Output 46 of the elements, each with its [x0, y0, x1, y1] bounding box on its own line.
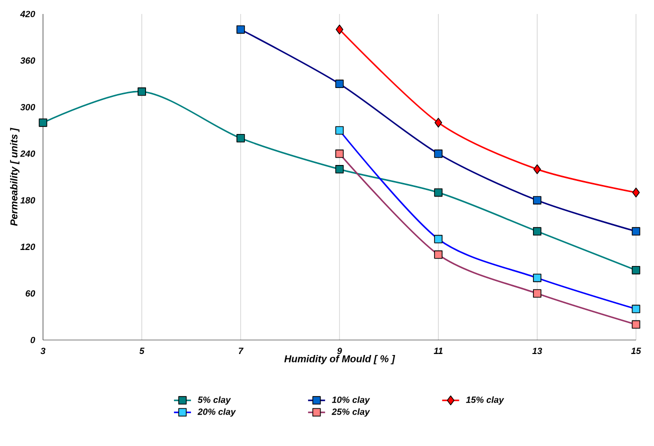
x-tick-label: 7 — [238, 348, 244, 354]
point — [632, 227, 640, 236]
y-tick-label: 0 — [30, 336, 36, 344]
y-tick-label: 240 — [20, 150, 36, 157]
point — [335, 165, 344, 174]
point — [434, 150, 443, 158]
point — [532, 227, 542, 236]
x-tick-label: 15 — [631, 348, 642, 354]
point — [434, 188, 443, 197]
x-tick-label: 13 — [532, 348, 542, 354]
point — [138, 87, 146, 96]
point — [236, 25, 245, 34]
point — [632, 304, 640, 314]
x-tick-label: 3 — [40, 348, 46, 354]
y-axis-title: Permeability [ units ] — [10, 128, 20, 226]
x-tick-label: 11 — [434, 348, 443, 354]
point — [336, 24, 344, 34]
point — [532, 274, 542, 282]
y-tick-label: 360 — [20, 57, 36, 64]
point — [434, 250, 443, 259]
x-axis-title: Humidity of Mould [ % ] — [284, 354, 396, 364]
legend-label: 15% clay — [466, 396, 504, 405]
legend-label: 5% clay — [198, 396, 231, 405]
y-tick-label: 180 — [20, 197, 36, 204]
point — [632, 320, 640, 329]
legend-label: 20% clay — [198, 408, 236, 417]
point — [533, 164, 541, 174]
x-tick-label: 5 — [139, 348, 144, 354]
legend-label: 10% clay — [332, 396, 370, 405]
point — [532, 289, 542, 298]
point — [434, 234, 443, 244]
legend-label: 25% clay — [332, 408, 370, 417]
y-tick-label: 300 — [20, 104, 36, 110]
point — [335, 80, 344, 88]
y-tick-label: 420 — [20, 10, 36, 18]
point — [335, 150, 344, 158]
point — [38, 118, 48, 127]
x-tick-label: 9 — [337, 348, 342, 354]
point — [632, 188, 640, 198]
y-tick-label: 120 — [20, 244, 36, 250]
y-tick-label: 60 — [26, 290, 36, 297]
point — [434, 118, 442, 128]
point — [532, 196, 542, 204]
point — [335, 126, 344, 135]
point — [632, 266, 640, 274]
point — [236, 134, 245, 142]
